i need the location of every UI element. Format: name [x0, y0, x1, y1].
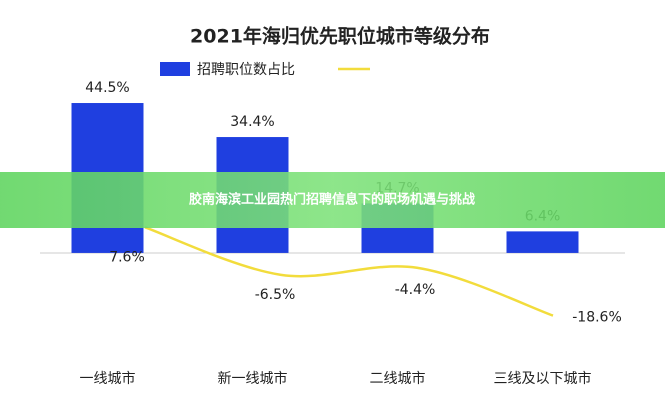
bar: [506, 231, 579, 253]
value-label: 7.6%: [109, 249, 145, 265]
legend-label: 招聘职位数占比: [197, 62, 295, 78]
banner-text: 胶南海滨工业园热门招聘信息下的职场机遇与挑战: [189, 192, 475, 208]
value-label: -18.6%: [572, 310, 622, 326]
value-label: 44.5%: [85, 80, 129, 96]
banner: [0, 172, 665, 228]
x-tick-label: 二线城市: [370, 370, 426, 387]
value-label: 34.4%: [230, 114, 274, 130]
x-tick-label: 一线城市: [80, 370, 136, 387]
x-tick-label: 三线及以下城市: [494, 370, 592, 387]
value-label: -6.5%: [255, 287, 296, 303]
line: [144, 226, 554, 317]
chart-title: 2021年海归优先职位城市等级分布: [190, 25, 490, 48]
value-label: -4.4%: [395, 282, 436, 298]
legend-swatch-bar: [160, 62, 190, 76]
x-tick-label: 新一线城市: [218, 370, 288, 387]
